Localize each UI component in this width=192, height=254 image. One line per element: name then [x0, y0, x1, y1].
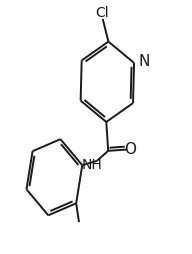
Text: O: O — [124, 142, 136, 157]
Text: N: N — [139, 54, 150, 69]
Text: NH: NH — [82, 158, 103, 172]
Text: Cl: Cl — [95, 6, 109, 20]
